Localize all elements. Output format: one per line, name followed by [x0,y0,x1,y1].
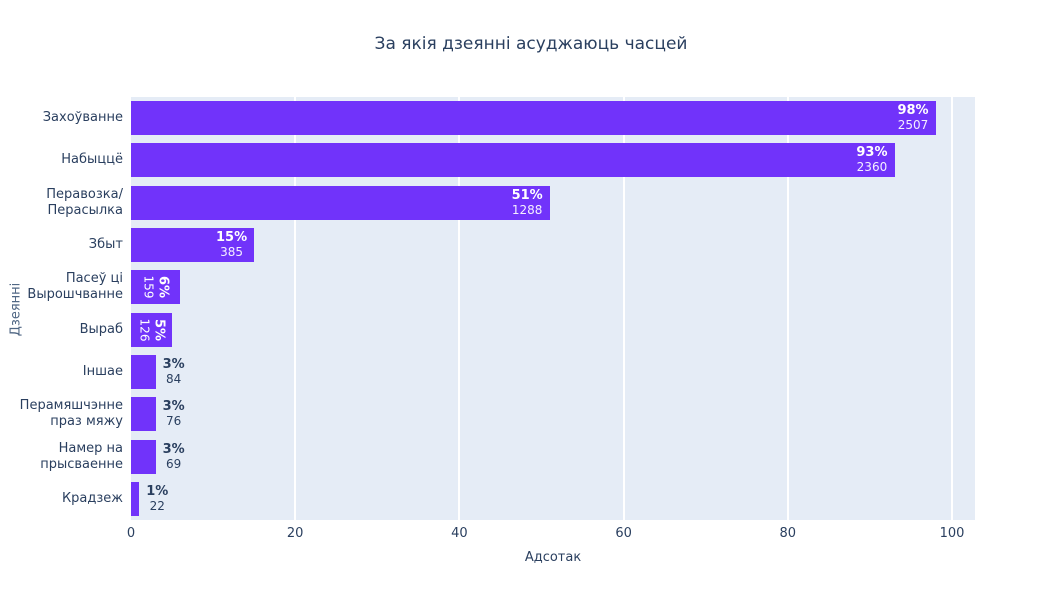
bar-value-label: 5% 126 [137,318,167,342]
category-label: Крадзеж [61,490,123,506]
bar-value-label: 15% 385 [216,230,248,260]
bar-row: Іншае 3% 84 [0,351,975,393]
bar-row: Збыт 15% 385 [0,224,975,266]
bar-value-label: 93% 2360 [856,145,888,175]
bar-track: 1% 22 [131,478,975,520]
x-tick-label: 20 [286,526,304,541]
bar-row: Выраб 5% 126 [0,308,975,350]
category-label: Перамяшчэнне праз мяжу [19,398,123,430]
bar [131,439,156,474]
bar-rows-container: Захоўванне 98% 2507 Набыццё 93% 2360 Перавозка… [0,97,975,520]
gridline [622,97,625,520]
bar-track: 93% 2360 [131,139,975,181]
bar-value-label: 3% 69 [162,441,185,471]
gridline [294,97,297,520]
bar-track: 51% 1288 [131,182,975,224]
bar: 5% 126 [131,312,173,347]
bar-row: Перамяшчэнне праз мяжу 3% 76 [0,393,975,435]
bar [131,481,140,516]
bar: 93% 2360 [131,143,895,178]
bar-value-label: 6% 159 [141,275,171,299]
bar-track: 3% 76 [131,393,975,435]
bar: 6% 159 [131,270,181,305]
bar [131,354,156,389]
y-axis-title: Дзеянні [8,282,24,337]
bar-row: Захоўванне 98% 2507 [0,97,975,139]
category-label: Захоўванне [42,110,123,126]
bar-row: Перавозка/Перасылка 51% 1288 [0,182,975,224]
chart-title: За якія дзеянні асуджаюць часцей [374,34,688,54]
bar-value-label: 98% 2507 [897,103,929,133]
bar-row: Крадзеж 1% 22 [0,478,975,520]
bar-value-label: 3% 84 [162,356,185,386]
category-label: Выраб [79,321,123,337]
category-label: Набыццё [61,152,123,168]
bar: 98% 2507 [131,101,936,136]
bar-row: Намер на прысваенне 3% 69 [0,435,975,477]
category-label: Перавозка/Перасылка [46,186,123,218]
category-label: Пасеў ці Вырошчванне [27,271,123,303]
category-label: Іншае [82,363,123,379]
x-tick-label: 60 [615,526,632,541]
x-tick-label: 40 [451,526,468,541]
bar-track: 3% 84 [131,351,975,393]
bar: 15% 385 [131,228,255,263]
bar-track: 15% 385 [131,224,975,266]
x-tick-label: 100 [939,526,965,541]
category-label: Збыт [88,237,123,253]
gridline [458,97,461,520]
gridline [951,97,953,520]
bar-row: Набыццё 93% 2360 [0,139,975,181]
bar-track: 6% 159 [131,266,975,308]
bar-track: 5% 126 [131,308,975,350]
bar-value-label: 51% 1288 [511,187,543,217]
gridline [786,97,789,520]
bar-track: 3% 69 [131,435,975,477]
x-axis-title: Адсотак [524,550,582,565]
category-label: Намер на прысваенне [40,440,123,472]
bar-value-label: 1% 22 [146,483,169,513]
bar-value-label: 3% 76 [162,399,185,429]
bar-row: Пасеў ці Вырошчванне 6% 159 [0,266,975,308]
bar-track: 98% 2507 [131,97,975,139]
x-tick-label: 80 [779,526,797,541]
bar: 51% 1288 [131,185,550,220]
x-tick-label: 0 [126,526,136,541]
bar [131,397,156,432]
